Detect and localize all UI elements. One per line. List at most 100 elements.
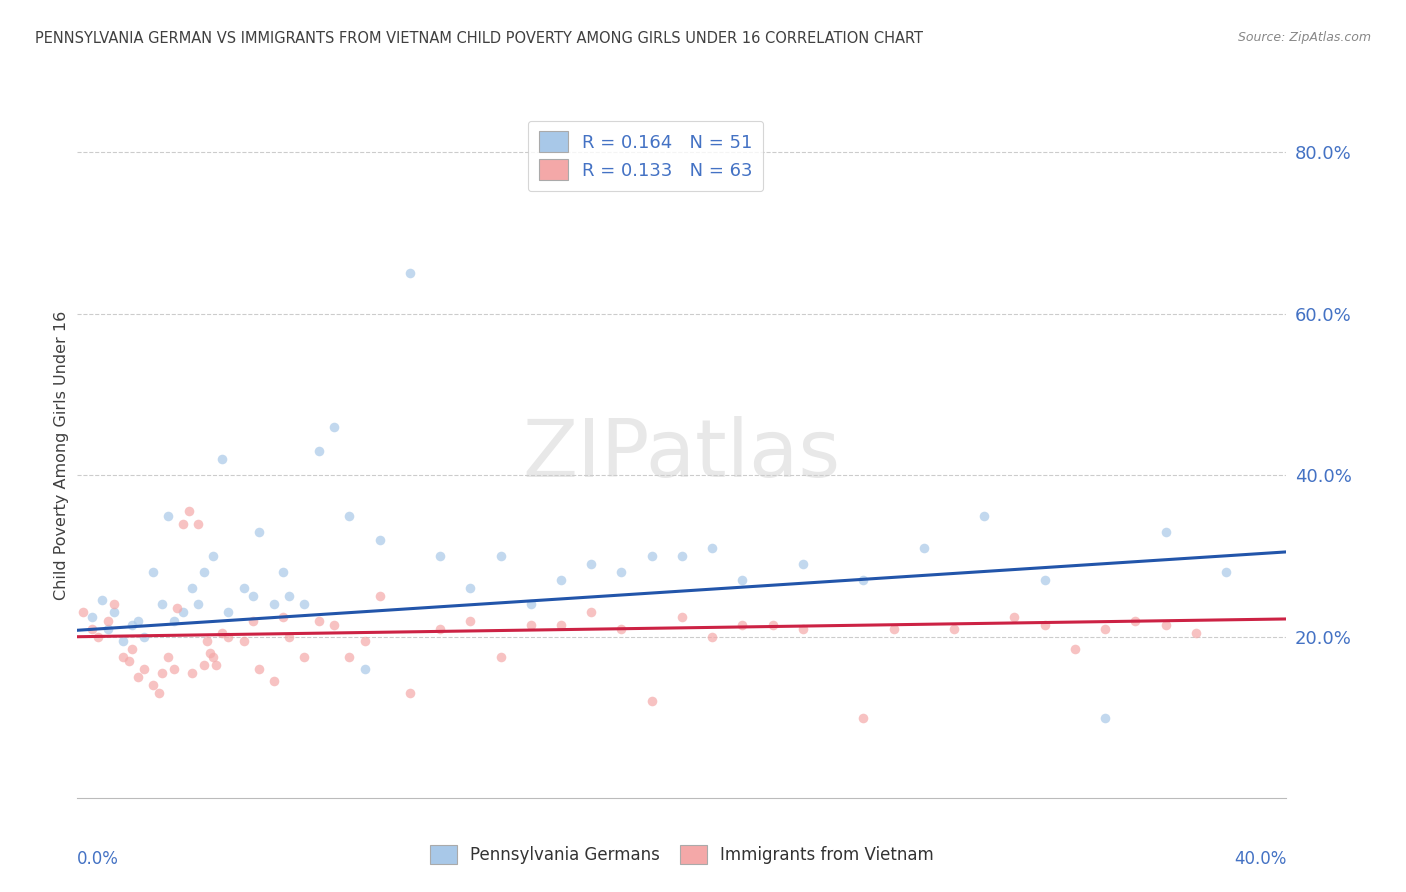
Point xyxy=(195,633,218,648)
Point xyxy=(103,598,125,612)
Point xyxy=(200,646,222,660)
Point xyxy=(172,606,194,620)
Point xyxy=(550,617,572,632)
Point xyxy=(132,662,155,676)
Point xyxy=(942,622,965,636)
Point xyxy=(368,590,391,604)
Point xyxy=(247,524,270,539)
Point xyxy=(202,549,225,563)
Point xyxy=(323,419,346,434)
Point xyxy=(187,516,209,531)
Point xyxy=(458,581,481,595)
Point xyxy=(641,549,664,563)
Point xyxy=(458,614,481,628)
Point xyxy=(242,590,264,604)
Point xyxy=(308,443,330,458)
Point xyxy=(193,565,215,579)
Point xyxy=(520,617,543,632)
Point xyxy=(179,504,201,518)
Point xyxy=(193,658,215,673)
Text: 40.0%: 40.0% xyxy=(1234,850,1286,868)
Point xyxy=(148,686,170,700)
Point xyxy=(1033,573,1056,587)
Point xyxy=(181,666,204,681)
Point xyxy=(163,614,186,628)
Point xyxy=(883,622,905,636)
Point xyxy=(731,573,754,587)
Point xyxy=(912,541,935,555)
Point xyxy=(187,598,209,612)
Point xyxy=(232,633,254,648)
Point xyxy=(142,565,165,579)
Point xyxy=(852,710,875,724)
Point xyxy=(150,666,173,681)
Point xyxy=(90,593,112,607)
Point xyxy=(247,662,270,676)
Text: PENNSYLVANIA GERMAN VS IMMIGRANTS FROM VIETNAM CHILD POVERTY AMONG GIRLS UNDER 1: PENNSYLVANIA GERMAN VS IMMIGRANTS FROM V… xyxy=(35,31,924,46)
Point xyxy=(157,508,180,523)
Point xyxy=(550,573,572,587)
Point xyxy=(1094,622,1116,636)
Point xyxy=(82,622,104,636)
Point xyxy=(218,630,240,644)
Point xyxy=(731,617,754,632)
Point xyxy=(489,649,512,664)
Point xyxy=(82,609,104,624)
Point xyxy=(399,266,422,280)
Point xyxy=(205,658,228,673)
Point xyxy=(292,649,315,664)
Point xyxy=(278,630,301,644)
Point xyxy=(1094,710,1116,724)
Point xyxy=(292,598,315,612)
Point xyxy=(96,614,118,628)
Point xyxy=(973,508,995,523)
Point xyxy=(72,606,94,620)
Point xyxy=(263,598,285,612)
Point xyxy=(1064,641,1087,656)
Point xyxy=(337,508,360,523)
Point xyxy=(263,674,285,689)
Point xyxy=(166,601,188,615)
Point xyxy=(132,630,155,644)
Point xyxy=(1215,565,1237,579)
Point xyxy=(157,649,180,664)
Text: 0.0%: 0.0% xyxy=(77,850,120,868)
Point xyxy=(702,541,724,555)
Point xyxy=(118,654,141,668)
Point xyxy=(142,678,165,692)
Point xyxy=(1154,617,1177,632)
Point xyxy=(111,649,134,664)
Point xyxy=(271,609,294,624)
Point xyxy=(702,630,724,644)
Point xyxy=(96,622,118,636)
Point xyxy=(641,694,664,708)
Point xyxy=(211,625,233,640)
Point xyxy=(671,549,693,563)
Point xyxy=(581,557,603,571)
Point xyxy=(1123,614,1146,628)
Point xyxy=(429,622,451,636)
Point xyxy=(121,641,143,656)
Point xyxy=(429,549,451,563)
Point xyxy=(127,670,149,684)
Point xyxy=(150,598,173,612)
Point xyxy=(232,581,254,595)
Point xyxy=(792,622,814,636)
Point xyxy=(172,516,194,531)
Text: Source: ZipAtlas.com: Source: ZipAtlas.com xyxy=(1237,31,1371,45)
Point xyxy=(323,617,346,632)
Point xyxy=(218,606,240,620)
Point xyxy=(337,649,360,664)
Point xyxy=(121,617,143,632)
Point xyxy=(103,606,125,620)
Point xyxy=(111,633,134,648)
Point xyxy=(242,614,264,628)
Point xyxy=(520,598,543,612)
Point xyxy=(181,581,204,595)
Point xyxy=(671,609,693,624)
Point xyxy=(353,633,375,648)
Point xyxy=(852,573,875,587)
Point xyxy=(163,662,186,676)
Point xyxy=(127,614,149,628)
Point xyxy=(610,565,633,579)
